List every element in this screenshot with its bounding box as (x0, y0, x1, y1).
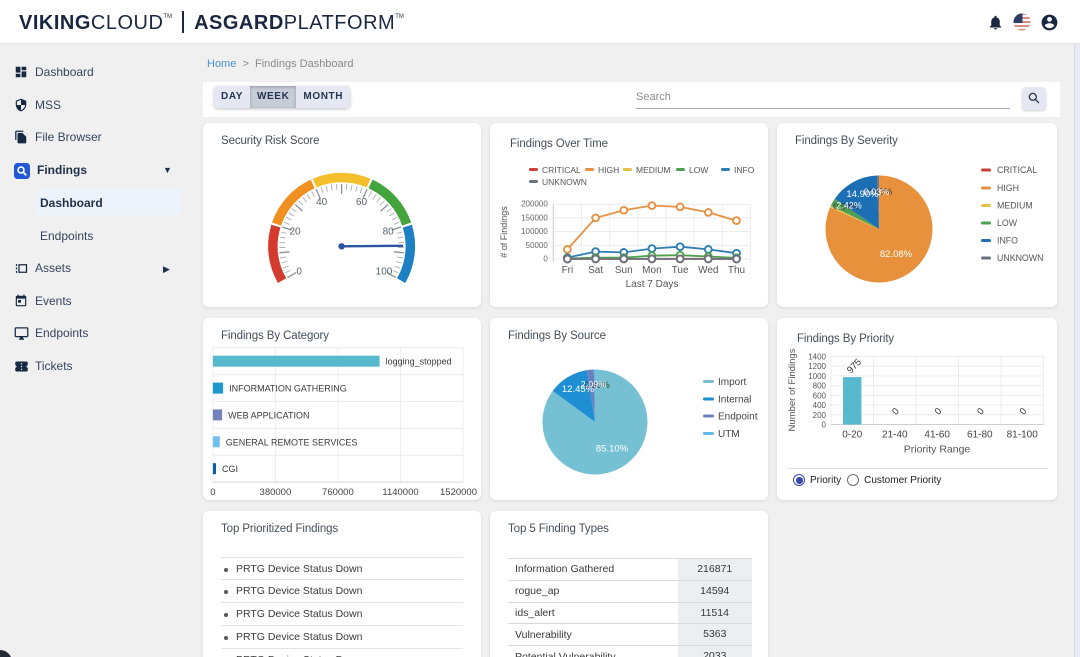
svg-text:21-40: 21-40 (882, 430, 908, 441)
svg-text:0.36%: 0.36% (584, 380, 610, 390)
svg-text:0: 0 (296, 266, 302, 277)
svg-text:Number of Findings: Number of Findings (787, 348, 798, 431)
svg-text:1520000: 1520000 (440, 487, 477, 498)
svg-text:1200: 1200 (808, 362, 826, 371)
svg-text:Sun: Sun (615, 265, 633, 276)
svg-text:Tue: Tue (672, 265, 689, 276)
svg-text:0: 0 (975, 406, 987, 418)
svg-text:1000: 1000 (808, 372, 826, 381)
svg-text:0: 0 (543, 255, 548, 264)
svg-text:200: 200 (813, 411, 827, 420)
svg-text:MEDIUM: MEDIUM (997, 201, 1033, 211)
svg-text:100: 100 (376, 266, 393, 277)
svg-text:HIGH: HIGH (997, 183, 1019, 193)
svg-text:Sat: Sat (588, 265, 603, 276)
svg-text:50000: 50000 (526, 241, 549, 250)
svg-text:760000: 760000 (322, 487, 354, 498)
svg-text:380000: 380000 (260, 487, 292, 498)
svg-text:85.10%: 85.10% (596, 444, 629, 455)
svg-text:0: 0 (1018, 406, 1030, 418)
svg-text:12.45%: 12.45% (562, 384, 595, 395)
svg-text:80: 80 (383, 227, 395, 238)
svg-text:WEB APPLICATION: WEB APPLICATION (228, 410, 309, 420)
svg-text:41-60: 41-60 (924, 430, 950, 441)
svg-text:0: 0 (822, 421, 827, 430)
svg-text:0: 0 (933, 406, 945, 418)
svg-text:Last 7 Days: Last 7 Days (626, 279, 679, 290)
svg-text:CGI: CGI (222, 464, 238, 474)
svg-text:975: 975 (845, 357, 864, 376)
svg-text:Mon: Mon (642, 265, 661, 276)
svg-text:Wed: Wed (698, 265, 718, 276)
svg-text:81-100: 81-100 (1007, 430, 1039, 441)
svg-text:2.09%: 2.09% (581, 380, 607, 390)
svg-text:Fri: Fri (562, 265, 574, 276)
svg-text:2.42%: 2.42% (836, 201, 862, 211)
svg-text:1140000: 1140000 (382, 487, 418, 498)
svg-text:UTM: UTM (718, 429, 740, 440)
svg-text:20: 20 (289, 227, 301, 238)
svg-text:Thu: Thu (728, 265, 745, 276)
svg-text:Import: Import (718, 377, 747, 388)
svg-text:0.03%: 0.03% (864, 187, 890, 197)
svg-text:40: 40 (316, 197, 328, 208)
svg-text:100000: 100000 (521, 227, 548, 236)
svg-text:0: 0 (890, 406, 902, 418)
svg-text:60: 60 (356, 197, 368, 208)
svg-text:LOW: LOW (997, 218, 1018, 228)
svg-text:UNKNOWN: UNKNOWN (997, 253, 1043, 263)
svg-text:0-20: 0-20 (842, 430, 862, 441)
svg-text:CRITICAL: CRITICAL (997, 165, 1037, 175)
svg-text:INFORMATION GATHERING: INFORMATION GATHERING (229, 384, 347, 394)
svg-text:150000: 150000 (521, 213, 548, 222)
svg-text:1400: 1400 (808, 352, 826, 361)
svg-text:0: 0 (210, 487, 215, 498)
svg-text:61-80: 61-80 (967, 430, 993, 441)
svg-text:GENERAL REMOTE SERVICES: GENERAL REMOTE SERVICES (226, 437, 358, 447)
svg-text:INFO: INFO (997, 236, 1018, 246)
svg-text:0.54%: 0.54% (833, 202, 859, 212)
svg-text:logging_stopped: logging_stopped (386, 357, 452, 367)
svg-text:82.08%: 82.08% (880, 249, 913, 260)
svg-text:0.63%: 0.63% (867, 187, 893, 197)
svg-text:800: 800 (813, 382, 827, 391)
svg-text:200000: 200000 (521, 200, 548, 209)
svg-text:# of Findings: # of Findings (499, 206, 509, 258)
svg-text:400: 400 (813, 401, 827, 410)
svg-text:Endpoint: Endpoint (718, 412, 758, 423)
svg-text:600: 600 (813, 391, 827, 400)
svg-text:Internal: Internal (718, 395, 751, 406)
svg-text:Priority Range: Priority Range (904, 444, 971, 456)
svg-text:14.90%: 14.90% (846, 189, 879, 200)
